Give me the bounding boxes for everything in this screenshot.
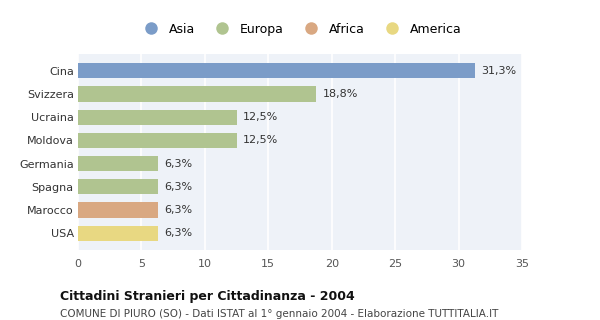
Text: 12,5%: 12,5% [243,135,278,145]
Bar [78,226,158,241]
Text: 31,3%: 31,3% [481,66,517,76]
Text: 6,3%: 6,3% [164,228,193,238]
Text: 6,3%: 6,3% [164,205,193,215]
Bar [78,203,158,218]
Bar [78,179,158,194]
Bar [78,63,475,78]
Text: 6,3%: 6,3% [164,159,193,169]
Bar [78,86,316,101]
Text: 6,3%: 6,3% [164,182,193,192]
Bar [78,110,236,125]
Text: COMUNE DI PIURO (SO) - Dati ISTAT al 1° gennaio 2004 - Elaborazione TUTTITALIA.I: COMUNE DI PIURO (SO) - Dati ISTAT al 1° … [60,309,499,319]
Text: 12,5%: 12,5% [243,112,278,122]
Text: 18,8%: 18,8% [323,89,358,99]
Bar [78,133,236,148]
Legend: Asia, Europa, Africa, America: Asia, Europa, Africa, America [134,18,466,41]
Bar [78,156,158,171]
Text: Cittadini Stranieri per Cittadinanza - 2004: Cittadini Stranieri per Cittadinanza - 2… [60,290,355,303]
